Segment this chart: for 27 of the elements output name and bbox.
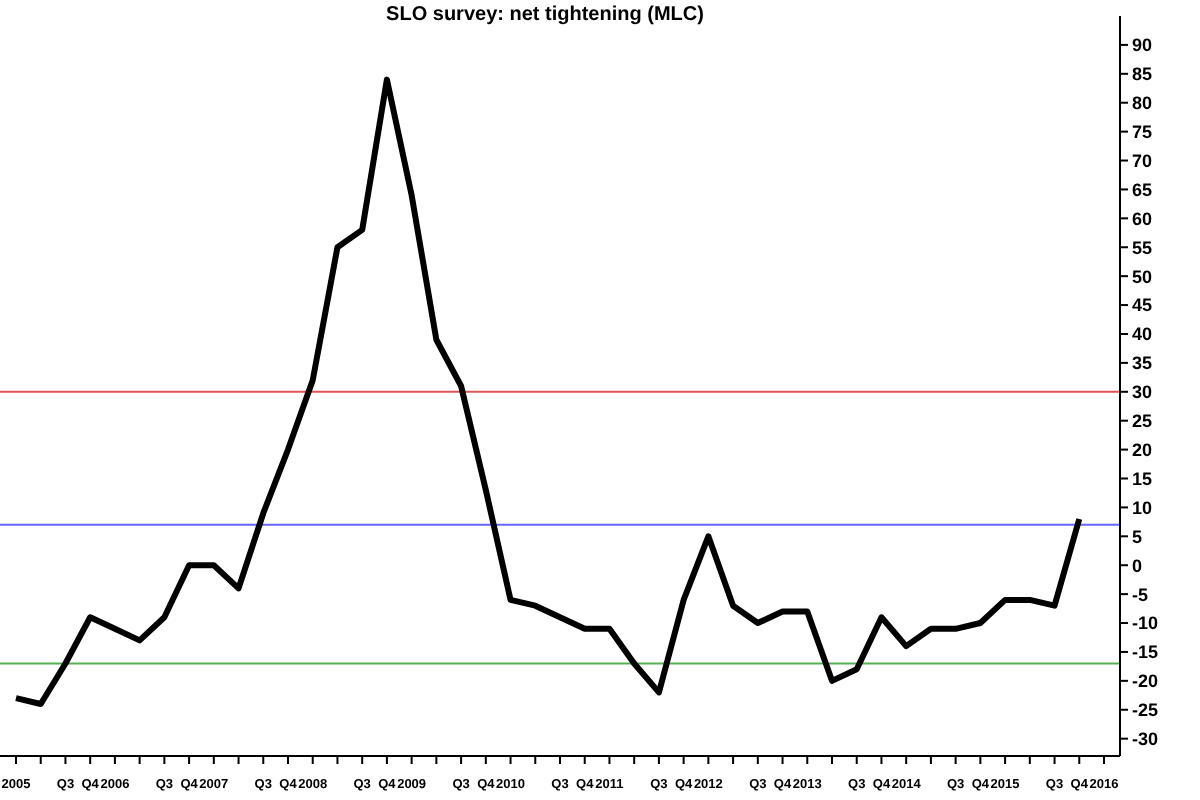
y-tick-label: -5 [1132,584,1149,605]
y-tick-label: 5 [1132,526,1143,547]
y-tick-label: 70 [1132,150,1153,171]
y-tick-label: -25 [1132,700,1159,721]
y-tick-label: 10 [1132,497,1153,518]
y-tick-label: -15 [1132,642,1159,663]
y-tick-label: 55 [1132,237,1153,258]
y-tick-label: 65 [1132,179,1153,200]
y-tick-label: 0 [1132,555,1143,576]
y-tick-label: 25 [1132,411,1153,432]
y-tick-label: 85 [1132,64,1153,85]
y-tick-label: -10 [1132,613,1159,634]
y-tick-label: 45 [1132,295,1153,316]
y-tick-label: -30 [1132,729,1159,750]
y-tick-label: 80 [1132,93,1153,114]
chart-title: SLO survey: net tightening (MLC) [384,4,706,26]
y-tick-label: 75 [1132,122,1153,143]
y-tick-label: 15 [1132,468,1153,489]
y-tick-label: 20 [1132,439,1153,460]
y-tick-label: 90 [1132,35,1153,56]
y-tick-label: -20 [1132,671,1159,692]
line-series [13,76,1083,707]
y-tick-label: 60 [1132,208,1153,229]
y-tick-label: 35 [1132,353,1153,374]
y-tick-label: 50 [1132,266,1153,287]
y-tick-label: 30 [1132,382,1153,403]
y-tick-label: 40 [1132,324,1153,345]
